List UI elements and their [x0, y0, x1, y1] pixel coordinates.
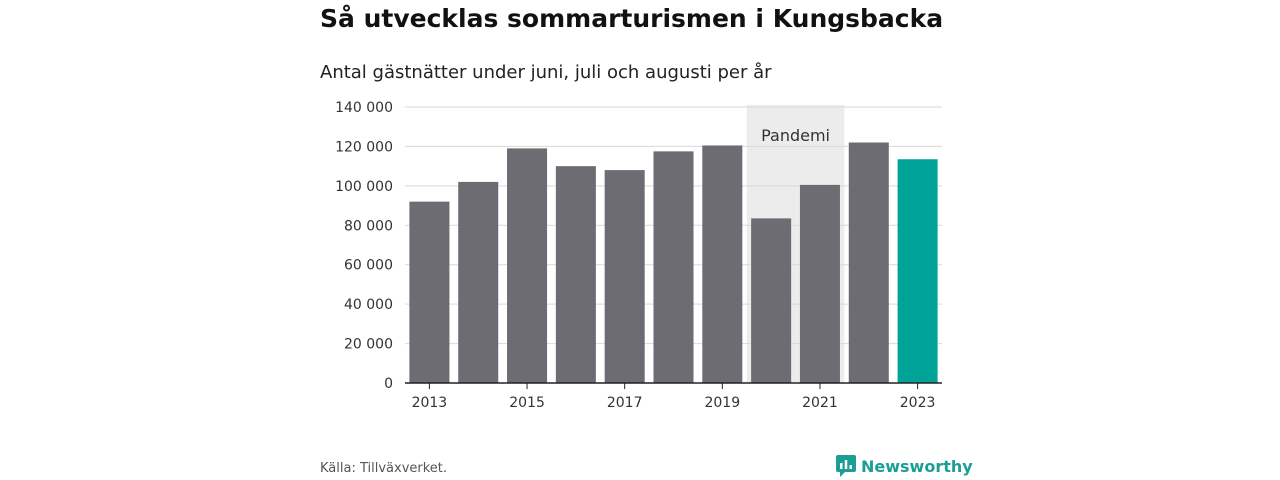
- x-tick-label: 2021: [802, 395, 838, 411]
- bar-2015: [507, 148, 548, 383]
- x-tick-label: 2017: [607, 395, 643, 411]
- bar-2013: [409, 201, 450, 383]
- bar-2016: [555, 166, 596, 383]
- bar-2022: [848, 142, 889, 383]
- bar-2018: [653, 151, 694, 383]
- source-note: Källa: Tillväxverket.: [320, 461, 448, 476]
- y-tick-label: 140 000: [335, 100, 393, 116]
- x-tick-label: 2023: [900, 395, 936, 411]
- y-tick-label: 120 000: [335, 139, 393, 155]
- chart-title: Så utvecklas sommarturismen i Kungsbacka: [320, 4, 944, 33]
- bar-2014: [458, 181, 499, 383]
- y-tick-label: 20 000: [344, 337, 393, 353]
- y-tick-label: 0: [384, 376, 393, 392]
- x-tick-label: 2013: [412, 395, 448, 411]
- bar-2023: [897, 159, 938, 383]
- x-tick-label: 2015: [509, 395, 545, 411]
- y-tick-label: 80 000: [344, 218, 393, 234]
- bar-2020: [751, 218, 792, 383]
- y-tick-label: 40 000: [344, 297, 393, 313]
- bar-2017: [604, 170, 645, 383]
- newsworthy-logo-icon: [836, 455, 856, 477]
- chart-subtitle: Antal gästnätter under juni, juli och au…: [320, 62, 772, 83]
- brand-name: Newsworthy: [861, 456, 973, 476]
- pandemic-label: Pandemi: [761, 126, 830, 145]
- bar-chart: Pandemi 0 20 000 40 000 60 000 80 000 100 000…: [335, 100, 942, 411]
- x-tick-label: 2019: [704, 395, 740, 411]
- brand-logo[interactable]: Newsworthy: [836, 455, 973, 477]
- y-tick-label: 60 000: [344, 258, 393, 274]
- y-tick-label: 100 000: [335, 179, 393, 195]
- bar-2021: [799, 184, 840, 383]
- bar-2019: [702, 145, 743, 383]
